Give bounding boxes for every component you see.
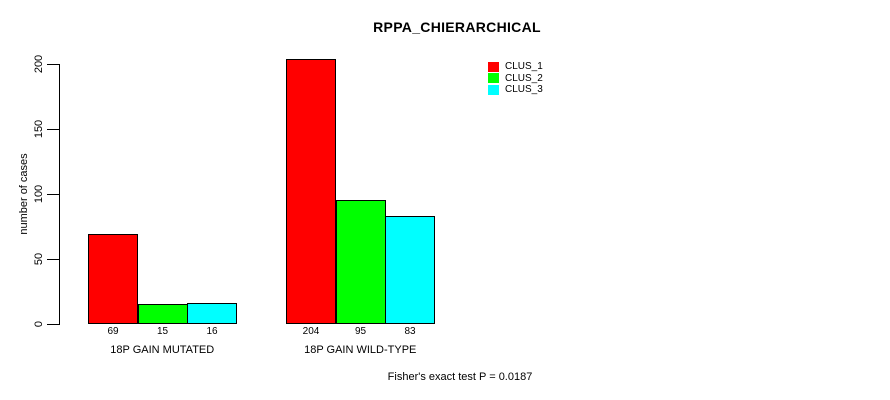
bar-value-label: 69: [107, 326, 119, 337]
legend-swatch-icon: [488, 61, 499, 72]
legend-swatch-icon: [488, 73, 499, 84]
y-axis-tick-label: 50: [33, 252, 45, 266]
legend-swatch-icon: [488, 84, 499, 95]
y-axis-tick: [47, 324, 59, 325]
bar-clus_1-group2: [286, 59, 336, 324]
y-axis-label: number of cases: [18, 153, 30, 235]
legend-label: CLUS_3: [505, 84, 543, 96]
bar-clus_2-group2: [335, 200, 386, 324]
bar-clus_2-group1: [137, 304, 188, 324]
bar-clus_3-group2: [385, 216, 435, 324]
bar-clus_1-group1: [88, 234, 138, 324]
legend-label: CLUS_2: [505, 72, 543, 84]
y-axis-line: [59, 64, 60, 325]
bar-value-label: 16: [206, 326, 218, 337]
legend-label: CLUS_1: [505, 61, 543, 73]
y-axis-tick: [47, 129, 59, 130]
bar-value-label: 204: [302, 326, 320, 337]
y-axis-tick: [47, 64, 59, 65]
legend-item-clus_2: CLUS_2: [488, 73, 543, 85]
y-axis-tick-label: 200: [33, 54, 45, 74]
y-axis-tick-label: 150: [33, 119, 45, 139]
legend-item-clus_3: CLUS_3: [488, 84, 543, 96]
bar-value-label: 83: [404, 326, 416, 337]
bar-clus_3-group1: [187, 303, 237, 324]
chart-title: RPPA_CHIERARCHICAL: [373, 19, 541, 35]
bar-value-label: 15: [156, 326, 169, 337]
y-axis-tick: [47, 259, 59, 260]
bar-value-label: 95: [354, 326, 367, 337]
y-axis-tick-label: 0: [33, 320, 45, 328]
category-label: 18P GAIN WILD-TYPE: [304, 344, 417, 356]
y-axis-tick-label: 100: [33, 184, 45, 204]
y-axis-tick: [47, 194, 59, 195]
legend: CLUS_1 CLUS_2 CLUS_3: [488, 61, 543, 96]
fisher-test-annotation: Fisher's exact test P = 0.0187: [387, 371, 533, 383]
legend-item-clus_1: CLUS_1: [488, 61, 543, 73]
category-label: 18P GAIN MUTATED: [110, 344, 215, 356]
